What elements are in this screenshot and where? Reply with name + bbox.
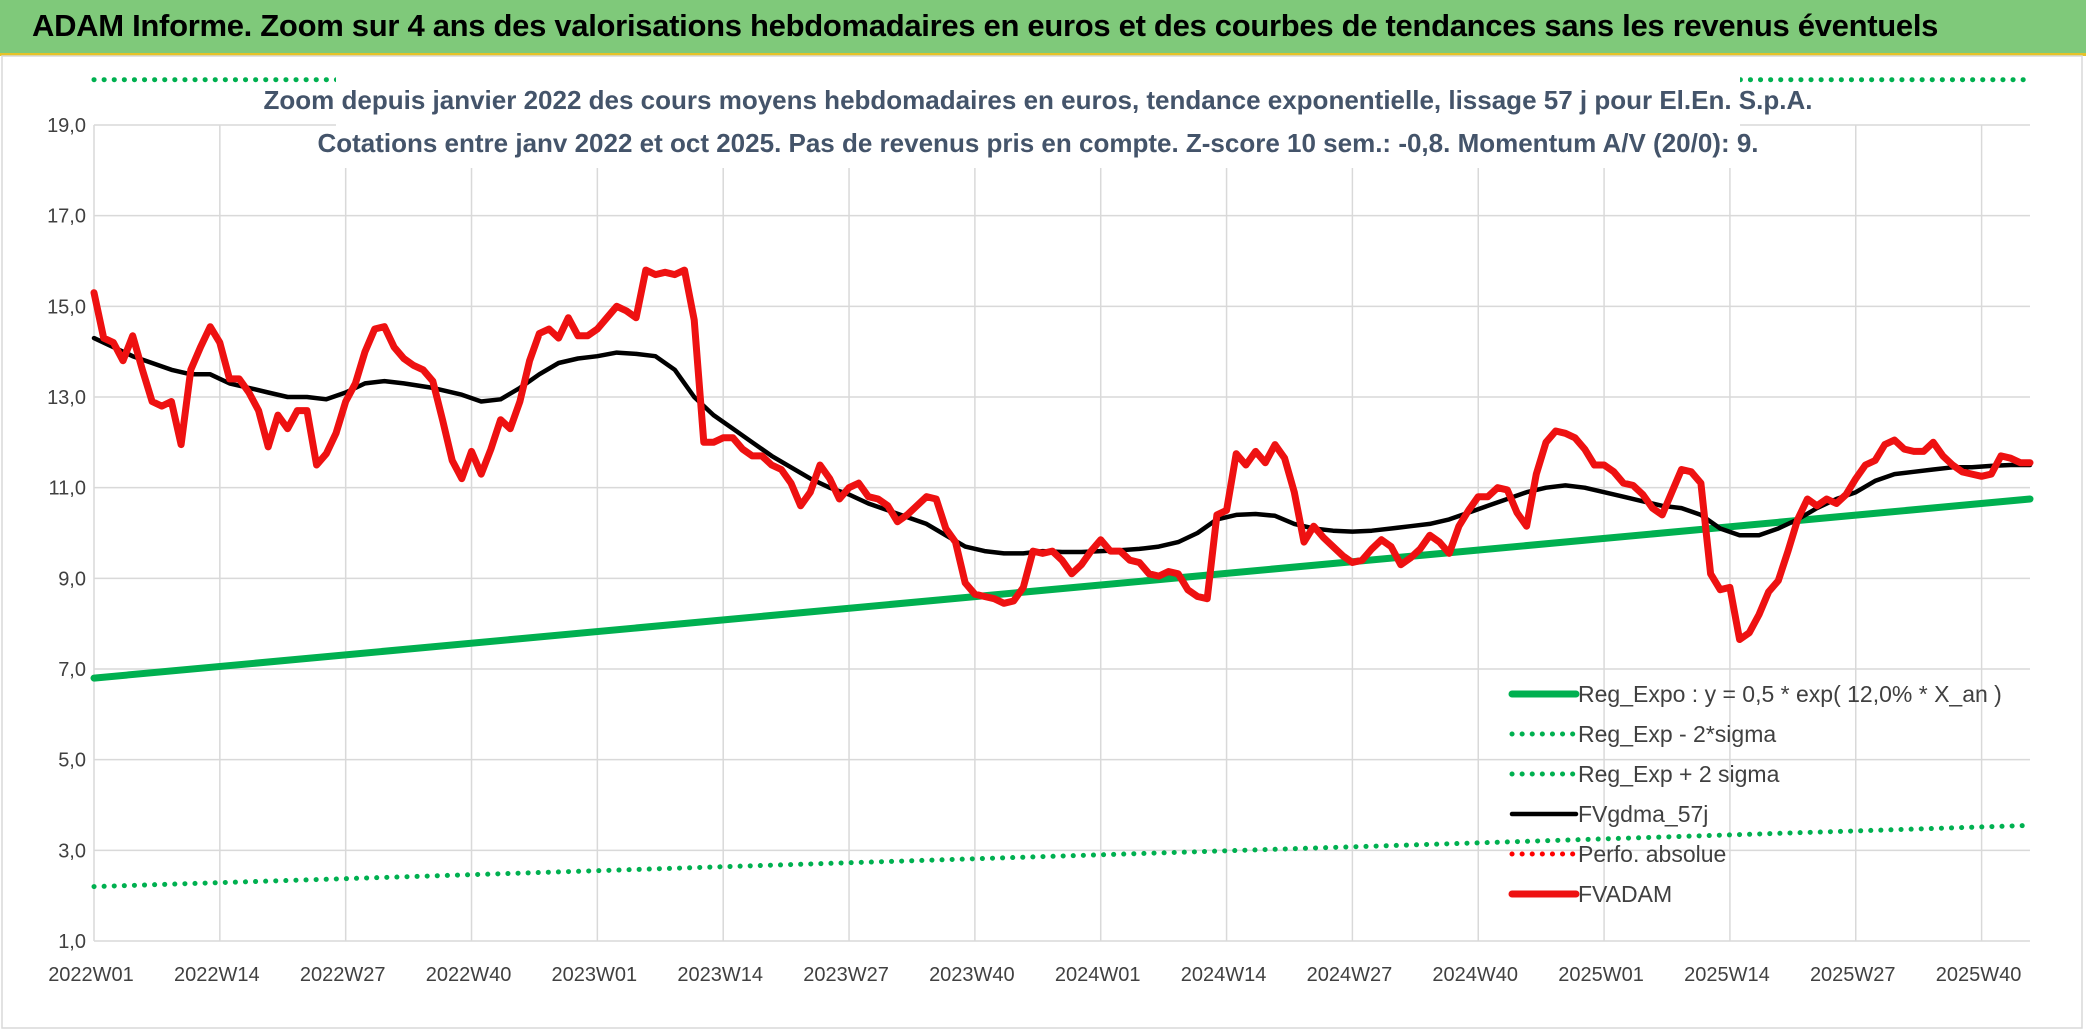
- legend-label-low: Reg_Exp - 2*sigma: [1578, 721, 1776, 747]
- series-reg: [90, 495, 2034, 682]
- y-tick-label: 5,0: [58, 750, 86, 772]
- x-tick-label: 2024W01: [1055, 964, 1141, 986]
- x-tick-label: 2025W14: [1684, 964, 1770, 986]
- x-tick-label: 2024W27: [1307, 964, 1393, 986]
- y-tick-label: 9,0: [58, 568, 86, 590]
- chart-border: [1, 55, 2083, 1029]
- series-price: [90, 266, 2034, 643]
- chart-legend: Reg_Expo : y = 0,5 * exp( 12,0% * X_an )…: [1508, 681, 2002, 907]
- legend-label-reg: Reg_Expo : y = 0,5 * exp( 12,0% * X_an ): [1578, 681, 2002, 707]
- x-tick-label: 2022W01: [48, 964, 134, 986]
- legend-label-perf: Perfo. absolue: [1578, 841, 1726, 867]
- x-tick-label: 2025W27: [1810, 964, 1896, 986]
- chart-title-line-1: Zoom depuis janvier 2022 des cours moyen…: [264, 85, 1813, 115]
- x-tick-label: 2023W27: [803, 964, 889, 986]
- legend-label-price: FVADAM: [1578, 881, 1672, 907]
- y-tick-label: 15,0: [47, 296, 86, 318]
- y-tick-label: 1,0: [58, 931, 86, 953]
- legend-label-high: Reg_Exp + 2 sigma: [1578, 761, 1780, 787]
- y-tick-label: 17,0: [47, 206, 86, 228]
- x-tick-label: 2023W40: [929, 964, 1015, 986]
- series-low: [91, 822, 2033, 890]
- y-tick-label: 19,0: [47, 115, 86, 137]
- series-ma: [91, 335, 2033, 556]
- report-banner: ADAM Informe. Zoom sur 4 ans des valoris…: [0, 0, 2086, 56]
- y-tick-label: 3,0: [58, 840, 86, 862]
- x-tick-label: 2025W40: [1936, 964, 2022, 986]
- y-tick-label: 13,0: [47, 387, 86, 409]
- x-tick-label: 2022W40: [426, 964, 512, 986]
- chart-title-line-2: Cotations entre janv 2022 et oct 2025. P…: [317, 128, 1758, 158]
- y-tick-label: 7,0: [58, 659, 86, 681]
- x-tick-label: 2022W27: [300, 964, 386, 986]
- y-axis-ticks: 1,0 3,0 5,0 7,0 9,0 11,0 13,0 15,0 17,0 19,0: [47, 115, 86, 953]
- x-tick-label: 2024W14: [1181, 964, 1267, 986]
- y-tick-label: 11,0: [49, 478, 86, 500]
- chart-title-box: [336, 72, 1740, 168]
- x-tick-label: 2024W40: [1432, 964, 1518, 986]
- x-tick-label: 2022W14: [174, 964, 260, 986]
- x-tick-label: 2025W01: [1558, 964, 1644, 986]
- x-tick-label: 2023W01: [552, 964, 638, 986]
- grid-lines: [93, 124, 2030, 942]
- report-title: ADAM Informe. Zoom sur 4 ans des valoris…: [32, 8, 1939, 43]
- legend-label-ma: FVgdma_57j: [1578, 801, 1708, 827]
- x-tick-label: 2023W14: [677, 964, 763, 986]
- x-axis-ticks: 2022W01 2022W14 2022W27 2022W40 2023W01 2023W…: [48, 964, 2021, 986]
